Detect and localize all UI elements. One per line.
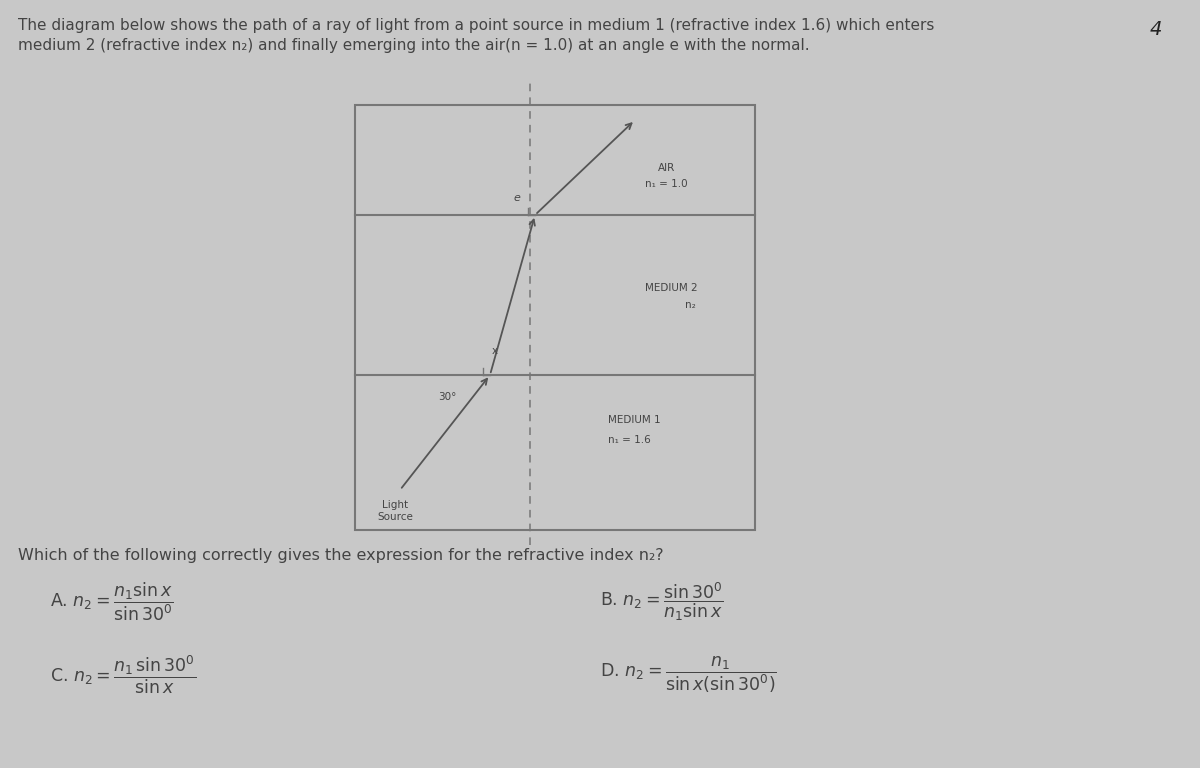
- Text: D. $n_2 = \dfrac{n_1}{\mathrm{sin}\, x(\mathrm{sin}\, 30^0)}$: D. $n_2 = \dfrac{n_1}{\mathrm{sin}\, x(\…: [600, 655, 776, 695]
- Text: n₁ = 1.6: n₁ = 1.6: [608, 435, 650, 445]
- Text: 4: 4: [1150, 20, 1163, 39]
- Text: Light
Source: Light Source: [377, 500, 413, 521]
- Text: medium 2 (refractive index n₂) and finally emerging into the air(n = 1.0) at an : medium 2 (refractive index n₂) and final…: [18, 38, 810, 53]
- Bar: [355, 105, 755, 530]
- Text: Which of the following correctly gives the expression for the refractive index n: Which of the following correctly gives t…: [18, 548, 664, 563]
- Text: MEDIUM 2: MEDIUM 2: [646, 283, 697, 293]
- Text: The diagram below shows the path of a ray of light from a point source in medium: The diagram below shows the path of a ra…: [18, 18, 935, 33]
- Text: n₁ = 1.0: n₁ = 1.0: [646, 179, 688, 189]
- Text: e: e: [514, 193, 520, 203]
- Text: AIR: AIR: [658, 163, 676, 173]
- Text: x: x: [492, 346, 498, 356]
- Text: 30°: 30°: [438, 392, 456, 402]
- Text: n₂: n₂: [685, 300, 696, 310]
- Text: A. $n_2 = \dfrac{n_1\mathrm{sin}\, x}{\mathrm{sin}\, 30^0}$: A. $n_2 = \dfrac{n_1\mathrm{sin}\, x}{\m…: [50, 581, 174, 624]
- Text: C. $n_2 = \dfrac{n_1\,\mathrm{sin}\, 30^0}{\mathrm{sin}\, x}$: C. $n_2 = \dfrac{n_1\,\mathrm{sin}\, 30^…: [50, 654, 196, 697]
- Text: MEDIUM 1: MEDIUM 1: [608, 415, 661, 425]
- Text: B. $n_2 = \dfrac{\mathrm{sin}\, 30^0}{n_1\mathrm{sin}\, x}$: B. $n_2 = \dfrac{\mathrm{sin}\, 30^0}{n_…: [600, 581, 724, 624]
